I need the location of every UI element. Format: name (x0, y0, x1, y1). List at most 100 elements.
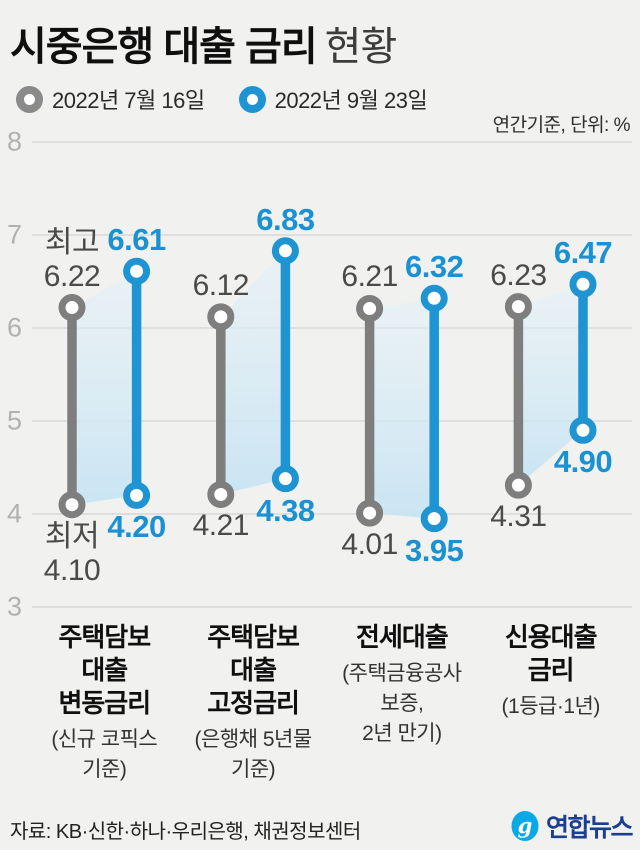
old-high-label-cat1: 6.12 (192, 268, 250, 303)
legend-label-1: 2022년 9월 23일 (274, 88, 428, 113)
category-name: 주택담보 대출 변동금리 (9, 621, 199, 720)
value-line: 4.90 (553, 444, 613, 480)
legend-donut-icon-1 (238, 85, 266, 113)
new-series-cat3-high-marker (569, 270, 597, 298)
old-series-cat2-high-marker (356, 294, 384, 322)
value-line: 3.95 (405, 532, 464, 568)
value-line: 4.01 (341, 528, 398, 562)
new-high-label-cat2: 6.32 (405, 249, 464, 285)
source-note: 자료: KB·신한·하나·우리은행, 채권정보센터 (10, 821, 361, 843)
category-subtext-line: (은행채 5년물 (194, 728, 313, 751)
category-subtext-line: (신규 코픽스 (51, 728, 158, 751)
y-axis-tick-4: 4 (7, 498, 23, 529)
value-line: 6.12 (192, 268, 250, 302)
yonhap-logo: g 연합뉴스 (509, 808, 634, 844)
value-line: 최저 (44, 519, 100, 553)
page-title-main: 시중은행 대출 금리 (10, 25, 318, 69)
new-series-cat1-low-marker (271, 465, 299, 493)
old-low-label-cat1: 4.21 (192, 509, 250, 543)
value-line: 4.10 (43, 553, 101, 587)
y-axis-tick-6: 6 (7, 312, 23, 343)
category-name-line: 신용대출 (504, 622, 598, 652)
category-subtext-line: 기준) (82, 758, 127, 781)
value-line: 6.47 (553, 235, 613, 271)
old-series-cat2-low-marker (356, 499, 384, 527)
category-name-line: 주택담보 (58, 622, 151, 652)
old-high-label-cat3: 6.23 (490, 258, 547, 293)
value-line: 6.32 (405, 249, 464, 285)
category-subtext-line: 2년 만기) (362, 722, 442, 745)
value-line: 6.23 (490, 258, 547, 292)
new-high-label-cat3: 6.47 (553, 235, 613, 271)
category-subtext-line: 기준) (231, 758, 276, 781)
new-series-cat2-high-marker (420, 284, 448, 312)
y-axis-tick-5: 5 (7, 405, 23, 436)
category-label-0: 주택담보 대출 변동금리 (신규 코픽스 기준) (9, 621, 199, 785)
old-series-cat3-high-marker (504, 293, 532, 321)
category-name-line: 변동금리 (58, 688, 151, 718)
range-band-0 (72, 271, 137, 505)
legend-label-0: 2022년 7월 16일 (52, 88, 205, 113)
y-axis-tick-8: 8 (7, 126, 23, 157)
category-subtext: (1등급·1년) (456, 692, 640, 722)
old-series-cat1-high-marker (207, 303, 235, 331)
old-series-cat3-low-marker (504, 471, 532, 499)
value-line: 6.83 (256, 201, 315, 237)
new-series-cat1-high-marker (271, 237, 299, 265)
value-line: 6.21 (341, 260, 398, 294)
category-subtext-line: (1등급·1년) (501, 695, 601, 718)
old-high-label-cat0: 최고 6.22 (43, 225, 101, 294)
category-name-line: 대출 (230, 655, 277, 685)
old-series-cat0-low-marker (58, 491, 86, 519)
category-subtext-line: 보증, (380, 692, 424, 715)
value-line: 4.38 (256, 492, 315, 528)
new-series-cat0-low-marker (123, 481, 151, 509)
new-high-label-cat1: 6.83 (256, 201, 315, 237)
value-line: 4.21 (192, 509, 250, 543)
value-line: 최고 (44, 225, 100, 259)
old-series-cat0-high-marker (58, 294, 86, 322)
category-name: 주택담보 대출 고정금리 (158, 621, 348, 720)
category-name-line: 주택담보 (207, 622, 300, 652)
category-label-1: 주택담보 대출 고정금리 (은행채 5년물 기준) (158, 621, 348, 785)
category-name-line: 금리 (527, 655, 575, 685)
new-high-label-cat0: 6.61 (107, 222, 166, 258)
value-line: 6.61 (107, 222, 166, 258)
y-axis-tick-3: 3 (7, 591, 23, 622)
old-low-label-cat2: 4.01 (341, 528, 398, 562)
new-series-cat2-low-marker (420, 505, 448, 533)
value-line: 4.20 (107, 509, 166, 545)
legend-item-0: 2022년 7월 16일 (16, 83, 205, 115)
yonhap-logo-icon: g (511, 811, 539, 841)
new-series-cat3-low-marker (569, 416, 597, 444)
range-band-2 (369, 298, 435, 519)
page-title-sub: 현황 (324, 25, 398, 69)
new-low-label-cat2: 3.95 (405, 532, 464, 568)
category-name-line: 대출 (81, 655, 128, 685)
category-subtext: (주택금융공사 보증, 2년 만기) (307, 659, 497, 749)
old-high-label-cat2: 6.21 (341, 260, 398, 294)
legend-item-1: 2022년 9월 23일 (238, 83, 428, 115)
range-band-3 (518, 284, 583, 486)
category-label-3: 신용대출 금리 (1등급·1년) (456, 621, 640, 722)
y-axis-tick-7: 7 (7, 219, 23, 250)
new-low-label-cat1: 4.38 (256, 492, 315, 528)
new-low-label-cat0: 4.20 (107, 509, 166, 545)
category-label-2: 전세대출 (주택금융공사 보증, 2년 만기) (307, 621, 497, 749)
old-low-label-cat3: 4.31 (490, 500, 547, 534)
page-title: 시중은행 대출 금리 현황 (10, 14, 398, 72)
legend-donut-icon-0 (16, 85, 43, 113)
value-line: 4.31 (490, 500, 547, 534)
category-name-line: 고정금리 (207, 688, 300, 718)
yonhap-logo-text: 연합뉴스 (545, 814, 634, 842)
svg-text:g: g (518, 813, 533, 838)
category-name-line: 전세대출 (356, 622, 449, 652)
unit-note: 연간기준, 단위: % (492, 115, 631, 136)
category-name: 신용대출 금리 (456, 621, 640, 687)
new-low-label-cat3: 4.90 (553, 444, 613, 480)
value-line: 6.22 (43, 259, 101, 293)
